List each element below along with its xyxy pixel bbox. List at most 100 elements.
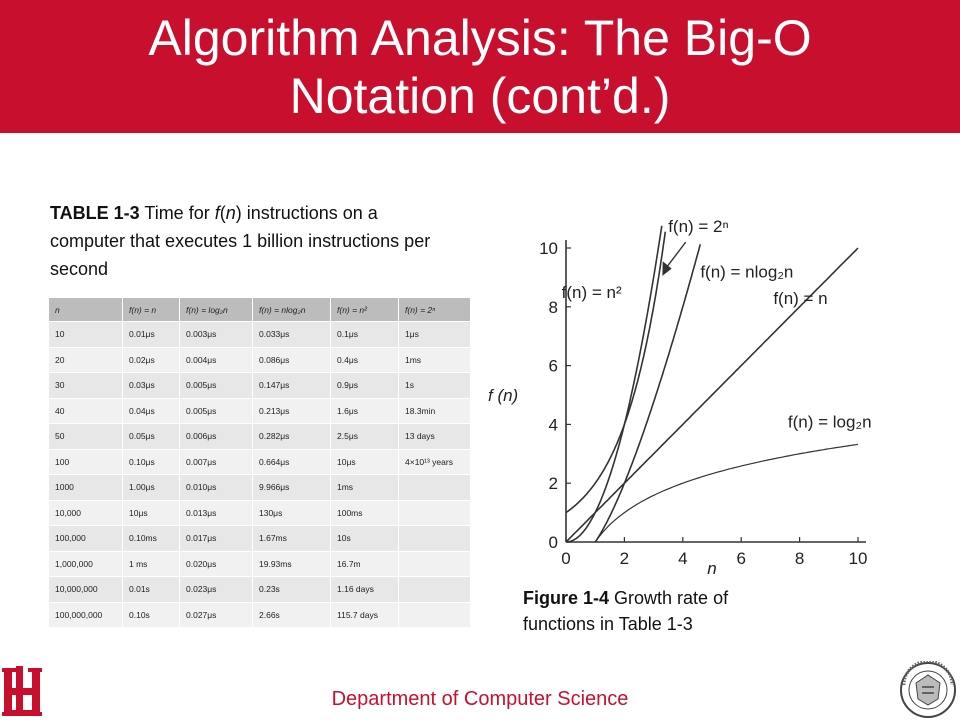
table-cell: 0.01μs [122, 321, 180, 348]
table-cell: 9.966μs [252, 474, 331, 501]
table-cell: 1 ms [122, 550, 180, 577]
figure-caption: Figure 1-4 Growth rate of functions in T… [523, 585, 803, 637]
table-cell: 0.004μs [179, 346, 253, 373]
table-cell: 0.282μs [252, 423, 331, 450]
table-cell: 1000 [48, 474, 123, 501]
y-axis-label: f (n) [488, 386, 518, 405]
table-caption: TABLE 1-3 Time for f(n) instructions on … [50, 199, 450, 283]
table-cell [398, 474, 471, 501]
table-header-cell: f(n) = n² [330, 297, 399, 322]
table-cell: 30 [48, 372, 123, 399]
y-tick-label: 4 [549, 415, 558, 434]
table-cell: 0.033μs [252, 321, 331, 348]
label-pointer-arrowhead [662, 261, 672, 276]
table-cell: 40 [48, 397, 123, 424]
table-cell [398, 601, 471, 628]
table-row: 100,000,000 0.10s 0.027μs 2.66s 115.7 days [48, 601, 471, 628]
table-cell: 0.9μs [330, 372, 399, 399]
table-cell: 0.007μs [179, 448, 253, 475]
curve-n-squared [566, 225, 663, 543]
table-cell: 2.5μs [330, 423, 399, 450]
table-row: 20 0.02μs 0.004μs 0.086μs 0.4μs 1ms [48, 346, 471, 373]
table-cell: 10,000,000 [48, 576, 123, 603]
table-row: 10 0.01μs 0.003μs 0.033μs 0.1μs 1μs [48, 321, 471, 348]
curve-label: f(n) = 2ⁿ [668, 217, 729, 236]
table-caption-n: n [225, 203, 236, 223]
table-cell: 1.00μs [122, 474, 180, 501]
figure-caption-label: Figure 1-4 [523, 588, 610, 608]
x-axis-label: n [707, 559, 716, 578]
table-cell: 0.005μs [179, 397, 253, 424]
table-cell: 0.664μs [252, 448, 331, 475]
table-row: 40 0.04μs 0.005μs 0.213μs 1.6μs 18.3min [48, 397, 471, 424]
curve-n [565, 247, 859, 543]
table-cell: 1ms [398, 346, 471, 373]
slide-title-line-2: Notation (cont’d.) [289, 67, 671, 124]
table-cell: 1ms [330, 474, 399, 501]
table-caption-label: TABLE 1-3 [50, 203, 140, 223]
table-cell: 0.005μs [179, 372, 253, 399]
label-pointer-arrow [666, 241, 687, 268]
curve-label: f(n) = log₂n [788, 412, 872, 431]
x-tick-label: 10 [849, 549, 868, 568]
y-tick-label: 10 [539, 239, 558, 258]
table-cell: 1s [398, 372, 471, 399]
table-cell: 4×10¹³ years [398, 448, 471, 475]
table-row: 30 0.03μs 0.005μs 0.147μs 0.9μs 1s [48, 372, 471, 399]
y-tick-label: 0 [549, 533, 558, 552]
slide-title-line-1: Algorithm Analysis: The Big-O [148, 9, 812, 66]
table-cell: 19.93ms [252, 550, 331, 577]
table-cell: 100ms [330, 499, 399, 526]
table-cell [398, 499, 471, 526]
x-tick-label: 0 [561, 549, 570, 568]
table-row: 100,000 0.10ms 0.017μs 1.67ms 10s [48, 525, 471, 552]
table-cell: 100 [48, 448, 123, 475]
table-cell: 16.7m [330, 550, 399, 577]
table-cell [398, 576, 471, 603]
x-tick-label: 4 [678, 549, 687, 568]
table-cell: 50 [48, 423, 123, 450]
table-cell: 0.010μs [179, 474, 253, 501]
table-cell: 0.05μs [122, 423, 180, 450]
table-header-cell: n [48, 297, 123, 322]
university-seal [900, 661, 956, 718]
table-header-cell: f(n) = nlog₂n [252, 297, 331, 322]
table-cell: 10μs [122, 499, 180, 526]
table-cell [398, 550, 471, 577]
curve-label: f(n) = n² [562, 283, 622, 302]
table-cell: 0.147μs [252, 372, 331, 399]
table-cell [398, 525, 471, 552]
table-cell: 0.023μs [179, 576, 253, 603]
table-cell: 0.006μs [179, 423, 253, 450]
y-tick-label: 6 [549, 357, 558, 376]
table-header-cell: f(n) = n [122, 297, 180, 322]
table-row: 1000 1.00μs 0.010μs 9.966μs 1ms [48, 474, 471, 501]
table-cell: 18.3min [398, 397, 471, 424]
table-cell: 1,000,000 [48, 550, 123, 577]
table-header-row: n f(n) = n f(n) = log₂n f(n) = nlog₂n f(n) =… [48, 297, 471, 322]
table-cell: 1μs [398, 321, 471, 348]
y-tick-label: 2 [549, 474, 558, 493]
table-cell: 10 [48, 321, 123, 348]
table-cell: 0.01s [122, 576, 180, 603]
table-cell: 0.4μs [330, 346, 399, 373]
y-tick-label: 8 [549, 298, 558, 317]
curve-log-n [594, 443, 859, 543]
table-row: 100 0.10μs 0.007μs 0.664μs 10μs 4×10¹³ years [48, 448, 471, 475]
x-tick-label: 8 [795, 549, 804, 568]
table-cell: 0.013μs [179, 499, 253, 526]
table-cell: 100,000,000 [48, 601, 123, 628]
figure-caption-text: Growth rate of functions in Table 1-3 [523, 588, 729, 634]
x-tick-label: 6 [736, 549, 745, 568]
table-cell: 0.1μs [330, 321, 399, 348]
table-header-cell: f(n) = 2ⁿ [398, 297, 471, 322]
x-tick-label: 2 [620, 549, 629, 568]
curve-2-pow-n [565, 231, 667, 514]
table-cell: 100,000 [48, 525, 123, 552]
table-row: 50 0.05μs 0.006μs 0.282μs 2.5μs 13 days [48, 423, 471, 450]
table-cell: 0.03μs [122, 372, 180, 399]
table-caption-text-3: ) instructions on a computer that execut… [50, 203, 431, 279]
curve-n-log-n [594, 244, 702, 543]
table-cell: 1.67ms [252, 525, 331, 552]
growth-rate-chart: 0 2 4 6 8 10 0 2 4 6 8 10 n f (n) f(n) = 2ⁿ f(n) = n² f(… [488, 217, 872, 578]
